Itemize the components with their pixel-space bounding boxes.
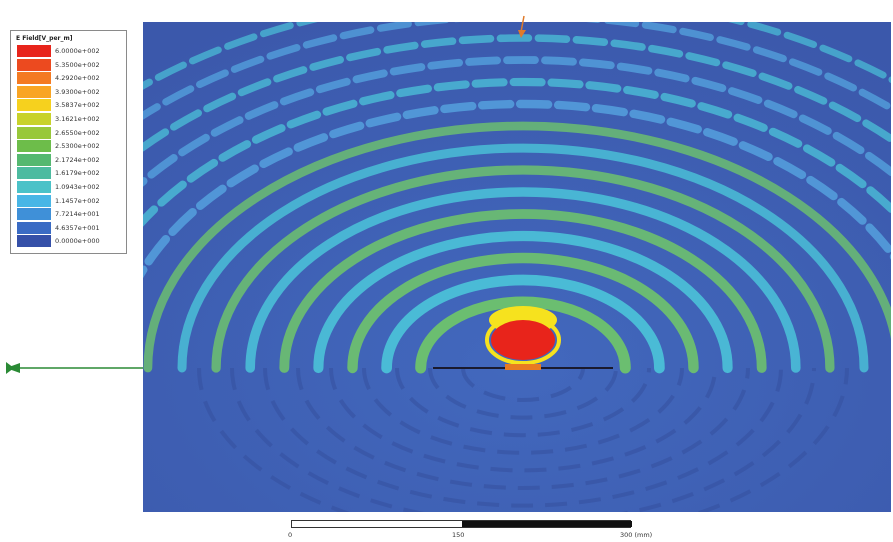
legend-swatch [17,208,51,220]
direction-arrow-down-icon [512,14,532,40]
legend-swatch [17,113,51,125]
legend-swatch [17,72,51,84]
legend-swatch [17,154,51,166]
legend-label: 5.3500e+002 [55,61,100,69]
hotspot-red-core [491,320,555,360]
legend-swatch [17,45,51,57]
legend-label: 2.6550e+002 [55,129,100,137]
legend-swatch [17,140,51,152]
scale-label-start: 0 [288,531,292,539]
legend-swatch [17,167,51,179]
legend-label: 7.7214e+001 [55,210,100,218]
legend-label: 1.1457e+002 [55,197,100,205]
legend-entry: 6.0000e+002 [17,45,125,57]
legend-label: 3.1621e+002 [55,115,100,123]
field-plot-area [143,22,891,512]
legend-swatch [17,222,51,234]
legend-swatch [17,86,51,98]
legend-swatch [17,59,51,71]
legend-title: E Field[V_per_m] [16,35,72,42]
legend-label: 3.9300e+002 [55,88,100,96]
legend-entry: 4.6357e+001 [17,222,125,234]
legend-entry: 2.5300e+002 [17,140,125,152]
field-plot-svg [143,22,891,512]
legend-label: 2.1724e+002 [55,156,100,164]
legend-label: 1.6179e+002 [55,169,100,177]
legend-swatch [17,127,51,139]
legend-entry: 0.0000e+000 [17,235,125,247]
legend-label: 4.6357e+001 [55,224,100,232]
legend-entry: 3.5837e+002 [17,99,125,111]
legend-label: 4.2920e+002 [55,74,100,82]
legend-entry: 1.0943e+002 [17,181,125,193]
scale-bar [291,520,631,528]
legend-entry: 4.2920e+002 [17,72,125,84]
legend-entry: 2.6550e+002 [17,127,125,139]
legend-swatch [17,181,51,193]
scale-label-mid: 150 [452,531,464,539]
legend-label: 3.5837e+002 [55,101,100,109]
legend-entry: 3.1621e+002 [17,113,125,125]
legend-label: 6.0000e+002 [55,47,100,55]
legend-entry: 3.9300e+002 [17,86,125,98]
direction-arrow-left-icon [0,358,150,378]
antenna-feed [505,364,541,370]
legend-swatch [17,235,51,247]
color-legend: E Field[V_per_m] 6.0000e+002 5.3500e+002 4… [10,30,127,254]
legend-label: 2.5300e+002 [55,142,100,150]
legend-swatch [17,99,51,111]
legend-entry: 2.1724e+002 [17,154,125,166]
scale-bar-black-segment [462,521,632,527]
legend-entry: 1.1457e+002 [17,195,125,207]
legend-swatch [17,195,51,207]
legend-entry: 7.7214e+001 [17,208,125,220]
scale-label-end: 300 (mm) [620,531,652,539]
legend-entry: 5.3500e+002 [17,59,125,71]
legend-entry: 1.6179e+002 [17,167,125,179]
legend-label: 1.0943e+002 [55,183,100,191]
legend-label: 0.0000e+000 [55,237,100,245]
